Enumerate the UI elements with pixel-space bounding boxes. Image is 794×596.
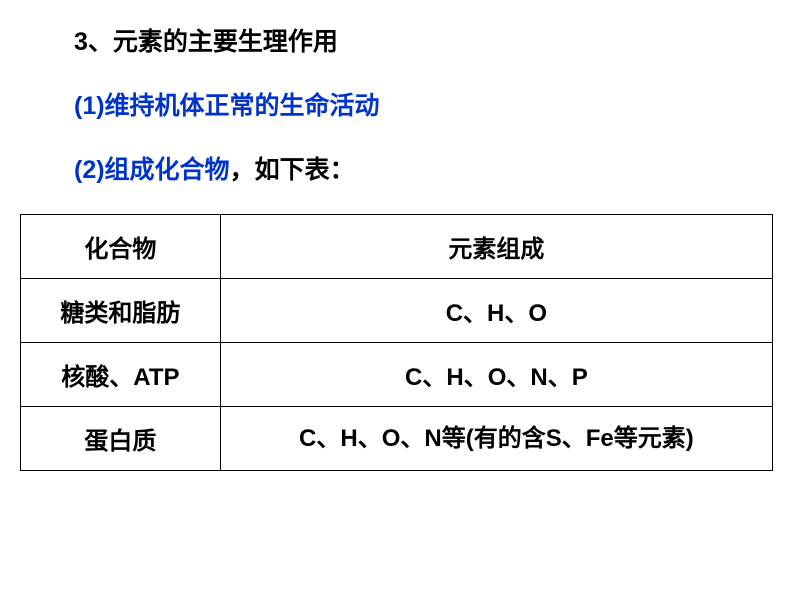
cell-elements: C、H、O、N等(有的含S、Fe等元素) bbox=[220, 407, 772, 471]
sub2-prefix: (2)组成化合物 bbox=[74, 156, 230, 184]
sub2-suffix: ，如下表： bbox=[230, 156, 355, 184]
compound-table-wrapper: 化合物 元素组成 糖类和脂肪 C、H、O 核酸、ATP C、H、O、N、P 蛋白… bbox=[20, 214, 773, 471]
heading-sub-1: (1)维持机体正常的生命活动 bbox=[74, 86, 774, 122]
table-row: 糖类和脂肪 C、H、O bbox=[21, 279, 773, 343]
cell-compound: 蛋白质 bbox=[21, 407, 221, 471]
cell-compound: 糖类和脂肪 bbox=[21, 279, 221, 343]
table-row: 核酸、ATP C、H、O、N、P bbox=[21, 343, 773, 407]
cell-compound: 核酸、ATP bbox=[21, 343, 221, 407]
table-row: 蛋白质 C、H、O、N等(有的含S、Fe等元素) bbox=[21, 407, 773, 471]
table-header-row: 化合物 元素组成 bbox=[21, 215, 773, 279]
compound-table: 化合物 元素组成 糖类和脂肪 C、H、O 核酸、ATP C、H、O、N、P 蛋白… bbox=[20, 214, 773, 471]
cell-elements: C、H、O、N、P bbox=[220, 343, 772, 407]
sub1-text: (1)维持机体正常的生命活动 bbox=[74, 92, 380, 120]
slide-content: 3、元素的主要生理作用 (1)维持机体正常的生命活动 (2)组成化合物，如下表：… bbox=[0, 0, 794, 471]
heading-main: 3、元素的主要生理作用 bbox=[74, 22, 774, 58]
cell-elements: C、H、O bbox=[220, 279, 772, 343]
heading-sub-2: (2)组成化合物，如下表： bbox=[74, 150, 774, 186]
header-elements: 元素组成 bbox=[220, 215, 772, 279]
header-compound: 化合物 bbox=[21, 215, 221, 279]
